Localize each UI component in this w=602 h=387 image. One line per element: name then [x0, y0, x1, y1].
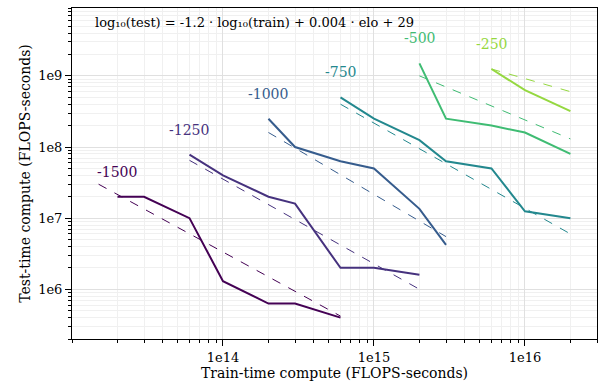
svg-text:-750: -750 — [325, 64, 356, 80]
svg-text:-250: -250 — [476, 36, 507, 52]
svg-text:1e7: 1e7 — [38, 211, 62, 226]
svg-text:log₁₀(test) = -1.2 · log₁₀(tra: log₁₀(test) = -1.2 · log₁₀(train) + 0.00… — [95, 15, 414, 30]
svg-text:Train-time compute (FLOPS-seco: Train-time compute (FLOPS-seconds) — [201, 365, 468, 381]
svg-text:1e6: 1e6 — [38, 282, 62, 297]
svg-text:-1000: -1000 — [248, 86, 288, 102]
svg-text:1e9: 1e9 — [38, 68, 62, 83]
svg-text:1e14: 1e14 — [207, 350, 240, 365]
svg-text:-500: -500 — [404, 30, 435, 46]
svg-text:Test-time compute (FLOPS-secon: Test-time compute (FLOPS-seconds) — [17, 44, 33, 303]
svg-text:1e16: 1e16 — [509, 350, 542, 365]
svg-text:-1500: -1500 — [97, 164, 137, 180]
svg-text:1e8: 1e8 — [38, 140, 62, 155]
svg-text:1e15: 1e15 — [358, 350, 391, 365]
svg-text:-1250: -1250 — [169, 122, 209, 138]
